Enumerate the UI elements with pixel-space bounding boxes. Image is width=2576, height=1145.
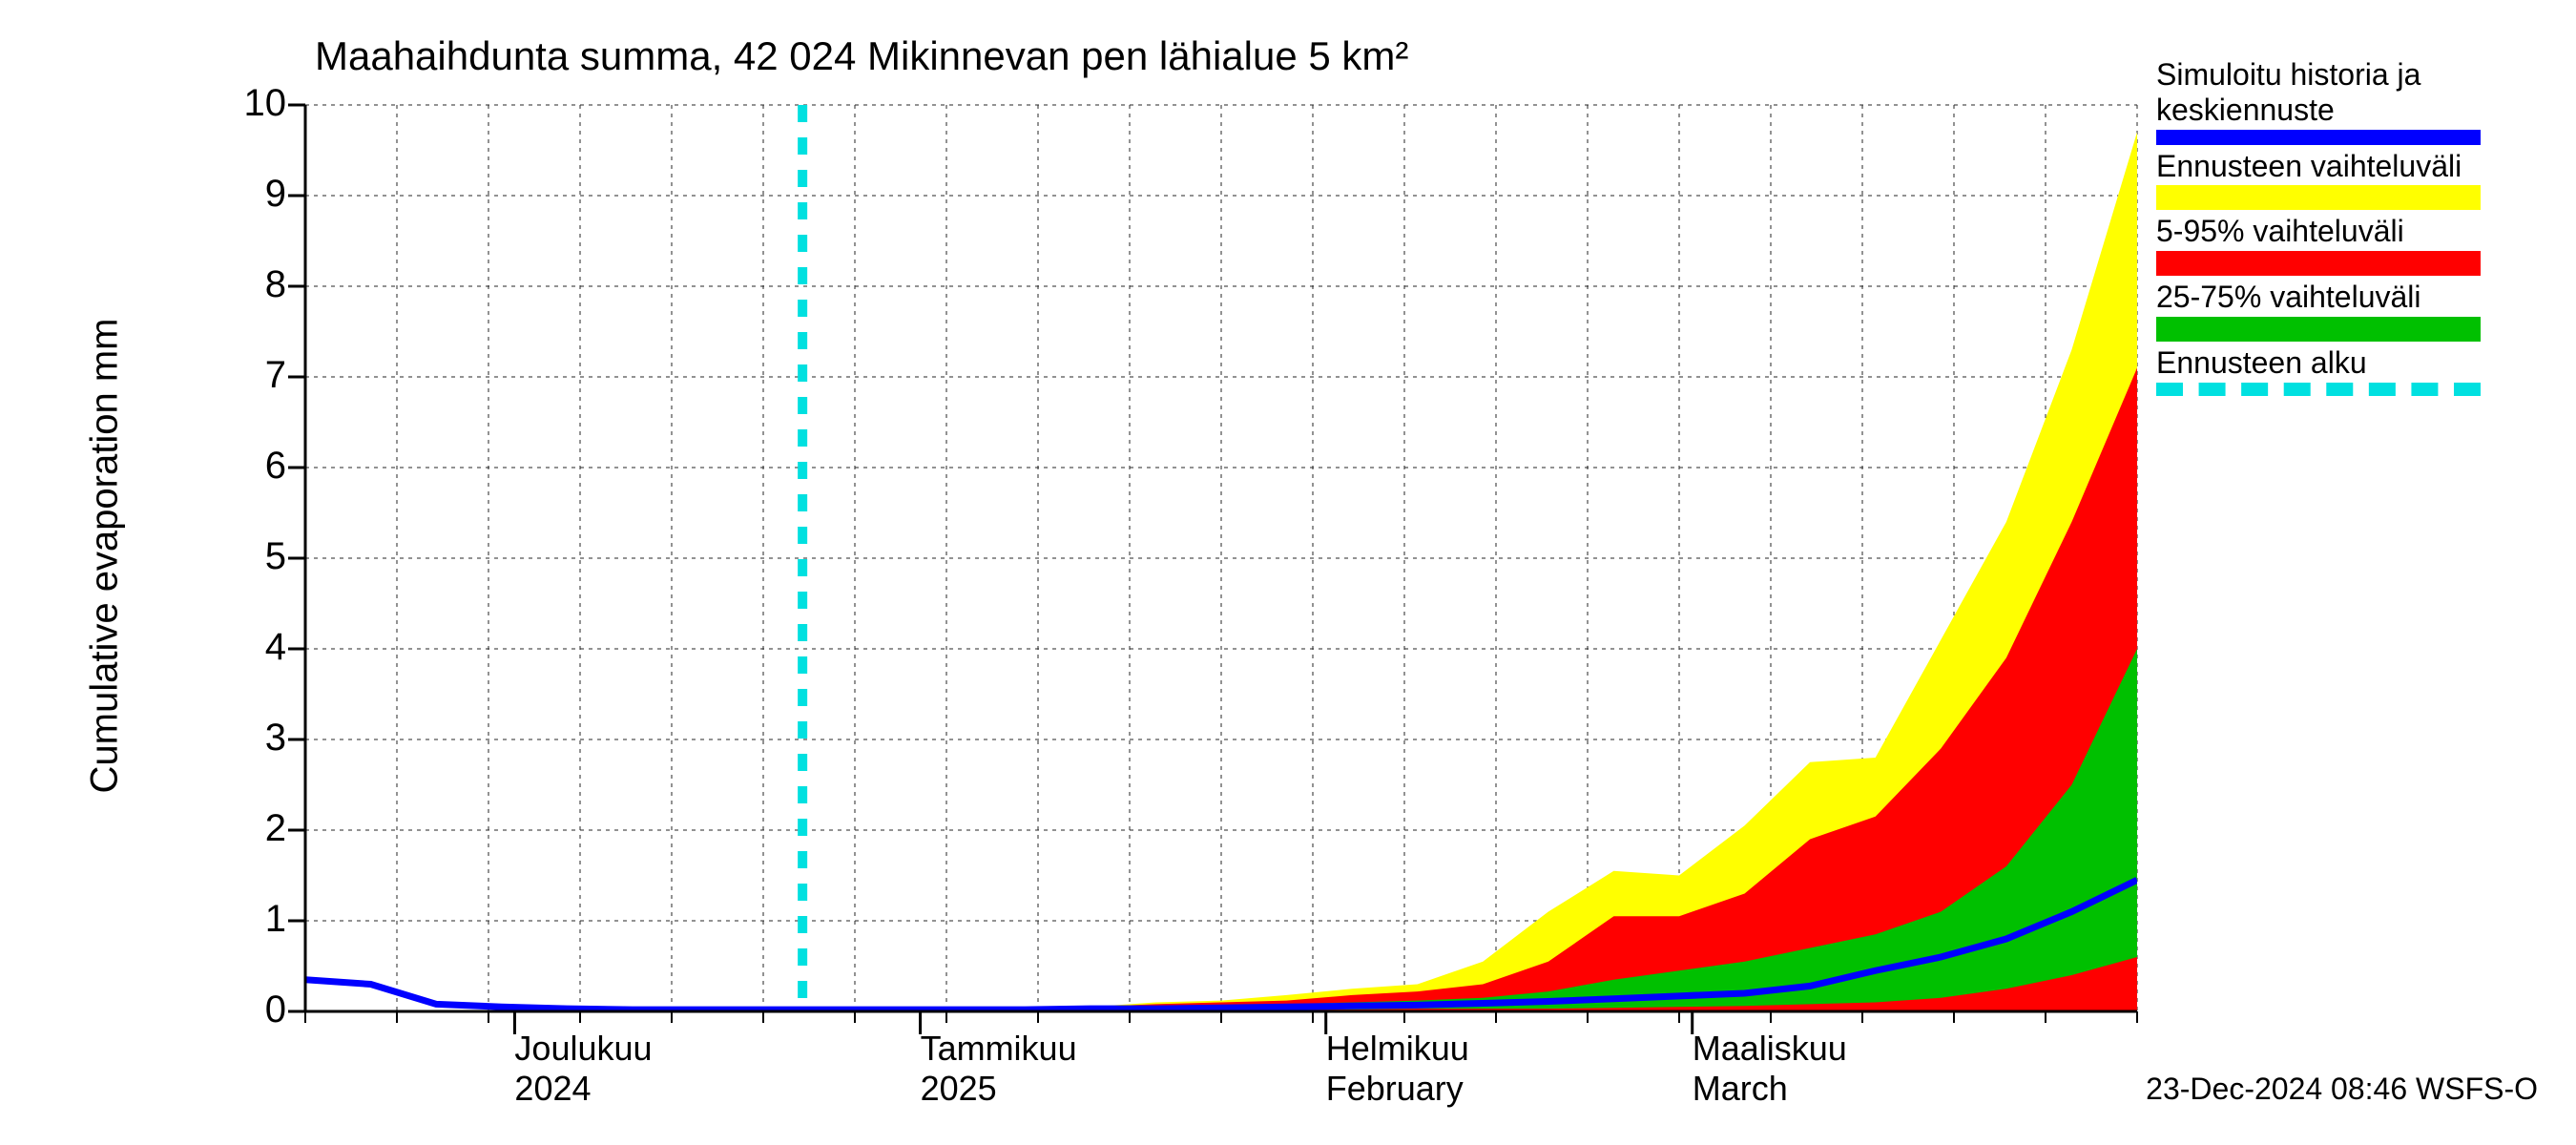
legend-item: Ennusteen vaihteluväli — [2156, 149, 2481, 211]
legend-swatch — [2156, 383, 2481, 396]
timestamp: 23-Dec-2024 08:46 WSFS-O — [2146, 1072, 2538, 1107]
legend-swatch — [2156, 317, 2481, 342]
legend-text: Ennusteen alku — [2156, 345, 2481, 381]
chart-container: Maahaihdunta summa, 42 024 Mikinnevan pe… — [0, 0, 2576, 1145]
legend-item: 25-75% vaihteluväli — [2156, 280, 2481, 342]
legend-item: Ennusteen alku — [2156, 345, 2481, 396]
legend: Simuloitu historia jakeskiennuste Ennuste… — [2156, 57, 2481, 400]
legend-text: 5-95% vaihteluväli — [2156, 214, 2481, 249]
legend-swatch — [2156, 130, 2481, 145]
legend-item: 5-95% vaihteluväli — [2156, 214, 2481, 276]
legend-text: keskiennuste — [2156, 93, 2481, 128]
legend-text: Simuloitu historia ja — [2156, 57, 2481, 93]
legend-item: Simuloitu historia jakeskiennuste — [2156, 57, 2481, 145]
legend-swatch — [2156, 251, 2481, 276]
legend-swatch — [2156, 185, 2481, 210]
legend-text: 25-75% vaihteluväli — [2156, 280, 2481, 315]
legend-text: Ennusteen vaihteluväli — [2156, 149, 2481, 184]
